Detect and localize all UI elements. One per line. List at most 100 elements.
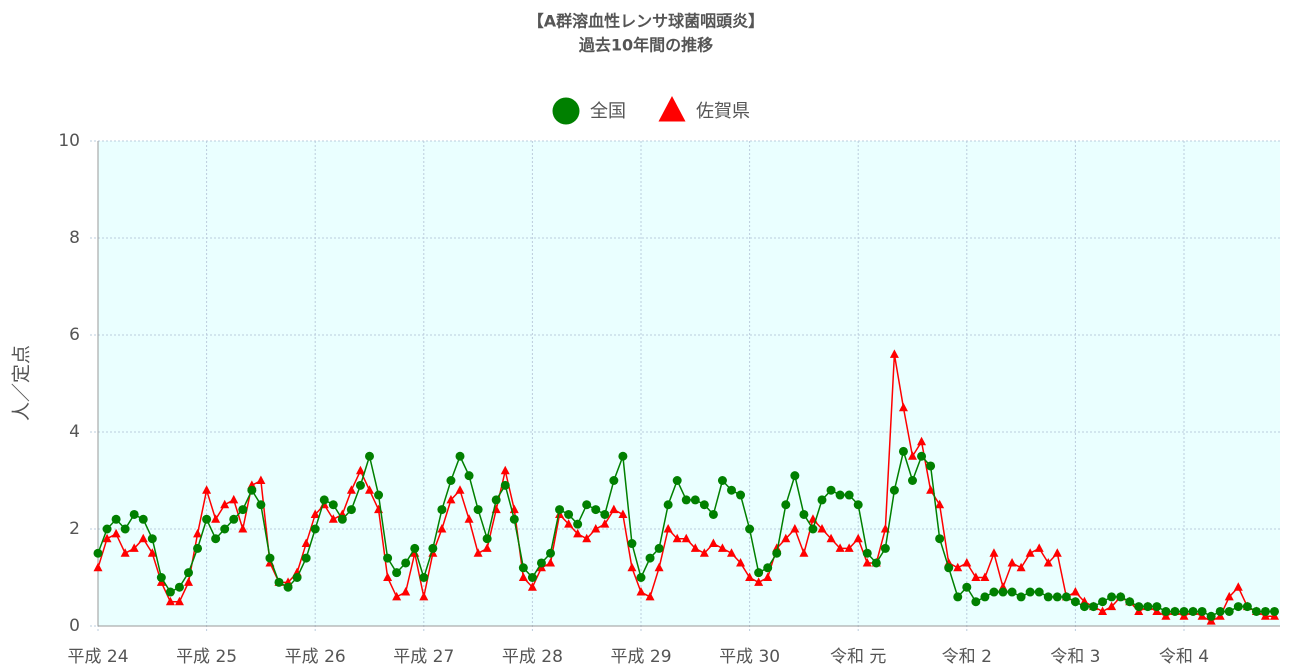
marker <box>609 476 619 485</box>
marker <box>193 543 203 553</box>
marker <box>772 548 782 558</box>
marker <box>536 558 546 568</box>
marker <box>591 524 601 533</box>
plot-area <box>98 141 1280 626</box>
marker <box>1089 602 1098 612</box>
marker <box>564 509 574 519</box>
marker <box>908 451 917 460</box>
marker <box>808 524 818 534</box>
marker <box>193 528 203 538</box>
marker <box>844 490 854 500</box>
marker <box>817 524 827 533</box>
marker <box>871 558 881 568</box>
marker <box>799 548 809 557</box>
marker <box>401 558 411 568</box>
marker <box>301 538 311 548</box>
marker <box>971 597 981 607</box>
marker <box>926 461 936 471</box>
y-tick-label: 0 <box>69 616 80 636</box>
marker <box>111 528 121 538</box>
marker <box>1197 606 1207 616</box>
marker <box>120 524 130 534</box>
marker <box>93 562 103 572</box>
marker <box>102 524 112 534</box>
x-tick-label: 平成 24 <box>67 647 128 667</box>
marker <box>1034 587 1044 597</box>
marker <box>826 485 836 495</box>
marker <box>898 446 908 456</box>
marker <box>962 582 972 592</box>
marker <box>1016 562 1026 572</box>
marker <box>211 534 221 544</box>
x-tick-label: 平成 28 <box>502 647 563 667</box>
marker <box>853 533 863 543</box>
marker <box>111 514 121 524</box>
marker <box>935 534 945 544</box>
marker <box>953 562 963 572</box>
marker <box>1052 592 1062 602</box>
marker <box>564 519 574 528</box>
marker <box>1125 597 1135 607</box>
x-tick-label: 平成 30 <box>719 647 780 667</box>
marker <box>1079 602 1089 612</box>
marker <box>401 587 411 596</box>
marker <box>727 548 736 557</box>
marker <box>708 509 718 519</box>
marker <box>600 509 610 519</box>
marker <box>283 582 293 592</box>
marker <box>591 505 601 515</box>
marker <box>699 548 709 557</box>
marker <box>844 543 854 552</box>
marker <box>437 524 447 533</box>
marker <box>672 533 682 543</box>
marker <box>184 577 193 586</box>
marker <box>717 543 727 552</box>
marker <box>365 485 374 494</box>
marker <box>754 577 764 586</box>
x-tick-label: 令和 元 <box>830 647 886 667</box>
legend-marker <box>552 97 580 125</box>
y-tick-label: 10 <box>58 131 80 151</box>
marker <box>1098 606 1108 615</box>
marker <box>917 436 927 446</box>
marker <box>138 514 148 524</box>
marker <box>238 505 248 515</box>
marker <box>500 465 510 475</box>
marker <box>763 563 773 573</box>
marker <box>129 543 139 552</box>
marker <box>392 568 402 578</box>
marker <box>346 485 356 494</box>
marker <box>482 543 492 552</box>
marker <box>654 562 664 572</box>
marker <box>898 402 908 412</box>
marker <box>636 573 646 582</box>
marker <box>500 480 510 490</box>
marker <box>627 562 637 572</box>
marker <box>727 485 736 495</box>
marker <box>1016 592 1026 602</box>
marker <box>1143 602 1153 612</box>
marker <box>1152 602 1162 612</box>
chart-title: 【A群溶血性レンサ球菌咽頭炎】 <box>528 12 764 31</box>
x-tick-label: 令和 2 <box>942 647 992 667</box>
marker <box>853 500 863 510</box>
marker <box>256 475 266 484</box>
marker <box>374 490 384 500</box>
y-tick-label: 6 <box>69 325 80 345</box>
marker <box>1107 592 1117 602</box>
marker <box>1061 592 1071 602</box>
marker <box>455 485 465 494</box>
marker <box>690 495 700 505</box>
marker <box>1098 597 1108 607</box>
marker <box>980 572 990 581</box>
marker <box>1007 557 1017 567</box>
marker <box>1224 606 1234 616</box>
marker <box>1270 606 1279 616</box>
marker <box>953 592 963 602</box>
marker <box>527 582 537 591</box>
marker <box>1170 606 1180 616</box>
marker <box>826 533 836 543</box>
marker <box>1134 602 1144 612</box>
marker <box>1043 557 1053 567</box>
marker <box>654 543 664 553</box>
